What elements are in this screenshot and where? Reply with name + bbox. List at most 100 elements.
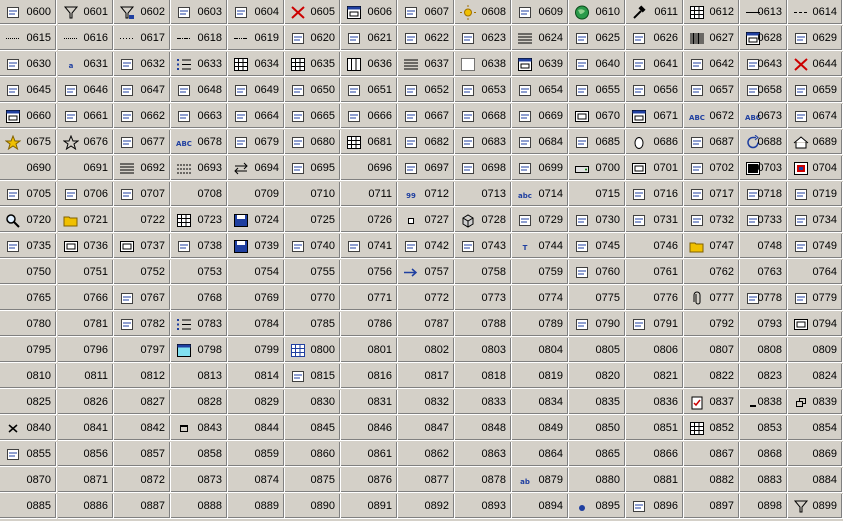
icon-cell[interactable]: ab 0879 xyxy=(512,468,569,493)
icon-cell[interactable]: 0726 xyxy=(341,208,398,233)
icon-cell[interactable]: 0719 xyxy=(788,182,843,207)
icon-cell[interactable]: 0710 xyxy=(285,182,341,207)
icon-cell[interactable]: 0708 xyxy=(171,182,228,207)
icon-cell[interactable]: 0685 xyxy=(569,130,626,155)
icon-cell[interactable]: 0645 xyxy=(0,78,57,103)
icon-cell[interactable]: 0625 xyxy=(569,26,626,51)
icon-cell[interactable]: 0610 xyxy=(569,0,626,25)
icon-cell[interactable]: 0647 xyxy=(114,78,171,103)
icon-cell[interactable]: 0863 xyxy=(455,442,512,467)
icon-cell[interactable]: 0758 xyxy=(455,260,512,285)
icon-cell[interactable]: 0778 xyxy=(740,286,788,311)
icon-cell[interactable]: 0790 xyxy=(569,312,626,337)
icon-cell[interactable]: 0662 xyxy=(114,104,171,129)
icon-cell[interactable]: 0652 xyxy=(398,78,455,103)
icon-cell[interactable]: 0892 xyxy=(398,494,455,519)
icon-cell[interactable]: 0806 xyxy=(626,338,684,363)
icon-cell[interactable]: 0666 xyxy=(341,104,398,129)
icon-cell[interactable]: 0839 xyxy=(788,390,843,415)
icon-cell[interactable]: 0659 xyxy=(788,78,843,103)
icon-cell[interactable]: 0792 xyxy=(684,312,740,337)
icon-cell[interactable]: 0611 xyxy=(626,0,684,25)
icon-cell[interactable]: 0793 xyxy=(740,312,788,337)
icon-cell[interactable]: 0725 xyxy=(285,208,341,233)
icon-cell[interactable]: 0831 xyxy=(341,390,398,415)
icon-cell[interactable]: 0619 xyxy=(228,26,285,51)
icon-cell[interactable]: 0842 xyxy=(114,416,171,441)
icon-cell[interactable]: 0674 xyxy=(788,104,843,129)
icon-cell[interactable]: 0724 xyxy=(228,208,285,233)
icon-cell[interactable]: 0887 xyxy=(114,494,171,519)
icon-cell[interactable]: 0798 xyxy=(171,338,228,363)
icon-cell[interactable]: 0854 xyxy=(788,416,843,441)
icon-cell[interactable]: 0741 xyxy=(341,234,398,259)
icon-cell[interactable]: 0845 xyxy=(285,416,341,441)
icon-cell[interactable]: 0869 xyxy=(788,442,843,467)
icon-cell[interactable]: 0781 xyxy=(58,312,114,337)
icon-cell[interactable]: 0801 xyxy=(341,338,398,363)
icon-cell[interactable]: 0628 xyxy=(740,26,788,51)
icon-cell[interactable]: 0834 xyxy=(512,390,569,415)
icon-cell[interactable]: 0828 xyxy=(171,390,228,415)
icon-cell[interactable]: 0897 xyxy=(684,494,740,519)
icon-cell[interactable]: 0651 xyxy=(341,78,398,103)
icon-cell[interactable]: 0881 xyxy=(626,468,684,493)
icon-cell[interactable]: 0663 xyxy=(171,104,228,129)
icon-cell[interactable]: 0862 xyxy=(398,442,455,467)
icon-cell[interactable]: 0833 xyxy=(455,390,512,415)
icon-cell[interactable]: 0819 xyxy=(512,364,569,389)
icon-cell[interactable]: 0670 xyxy=(569,104,626,129)
icon-cell[interactable]: 0603 xyxy=(171,0,228,25)
icon-cell[interactable]: 0770 xyxy=(285,286,341,311)
icon-cell[interactable]: 0803 xyxy=(455,338,512,363)
icon-cell[interactable]: 0865 xyxy=(569,442,626,467)
icon-cell[interactable]: 0820 xyxy=(569,364,626,389)
icon-cell[interactable]: 0751 xyxy=(58,260,114,285)
icon-cell[interactable]: 0783 xyxy=(171,312,228,337)
icon-cell[interactable]: 0883 xyxy=(740,468,788,493)
icon-cell[interactable]: 0841 xyxy=(58,416,114,441)
icon-cell[interactable]: 0694 xyxy=(228,156,285,181)
icon-cell[interactable]: 0895 xyxy=(569,494,626,519)
icon-cell[interactable]: 0762 xyxy=(684,260,740,285)
icon-cell[interactable]: 0636 xyxy=(341,52,398,77)
icon-cell[interactable]: 0850 xyxy=(569,416,626,441)
icon-cell[interactable]: 0876 xyxy=(341,468,398,493)
icon-cell[interactable]: 0754 xyxy=(228,260,285,285)
icon-cell[interactable]: 0616 xyxy=(58,26,114,51)
icon-cell[interactable]: 0878 xyxy=(455,468,512,493)
icon-cell[interactable]: 0774 xyxy=(512,286,569,311)
icon-cell[interactable]: 0860 xyxy=(285,442,341,467)
icon-cell[interactable]: 99 0712 xyxy=(398,182,455,207)
icon-cell[interactable]: 0802 xyxy=(398,338,455,363)
icon-cell[interactable]: 0788 xyxy=(455,312,512,337)
icon-cell[interactable]: 0643 xyxy=(740,52,788,77)
icon-cell[interactable]: 0655 xyxy=(569,78,626,103)
icon-cell[interactable]: 0612 xyxy=(684,0,740,25)
icon-cell[interactable]: 0861 xyxy=(341,442,398,467)
icon-cell[interactable]: 0858 xyxy=(171,442,228,467)
icon-cell[interactable]: 0763 xyxy=(740,260,788,285)
icon-cell[interactable]: 0736 xyxy=(58,234,114,259)
icon-cell[interactable]: 0799 xyxy=(228,338,285,363)
icon-cell[interactable]: 0731 xyxy=(626,208,684,233)
icon-cell[interactable]: 0632 xyxy=(114,52,171,77)
icon-cell[interactable]: 0779 xyxy=(788,286,843,311)
icon-cell[interactable]: 0681 xyxy=(341,130,398,155)
icon-cell[interactable]: 0764 xyxy=(788,260,843,285)
icon-cell[interactable]: 0641 xyxy=(626,52,684,77)
icon-cell[interactable]: 0701 xyxy=(626,156,684,181)
icon-cell[interactable]: 0738 xyxy=(171,234,228,259)
icon-cell[interactable]: 0713 xyxy=(455,182,512,207)
icon-cell[interactable]: 0661 xyxy=(58,104,114,129)
icon-cell[interactable]: 0857 xyxy=(114,442,171,467)
icon-cell[interactable]: 0689 xyxy=(788,130,843,155)
icon-cell[interactable]: 0818 xyxy=(455,364,512,389)
icon-cell[interactable]: 0692 xyxy=(114,156,171,181)
icon-cell[interactable]: 0761 xyxy=(626,260,684,285)
icon-cell[interactable]: 0782 xyxy=(114,312,171,337)
icon-cell[interactable]: 0789 xyxy=(512,312,569,337)
icon-cell[interactable]: 0669 xyxy=(512,104,569,129)
icon-cell[interactable]: 0682 xyxy=(398,130,455,155)
icon-cell[interactable]: 0618 xyxy=(171,26,228,51)
